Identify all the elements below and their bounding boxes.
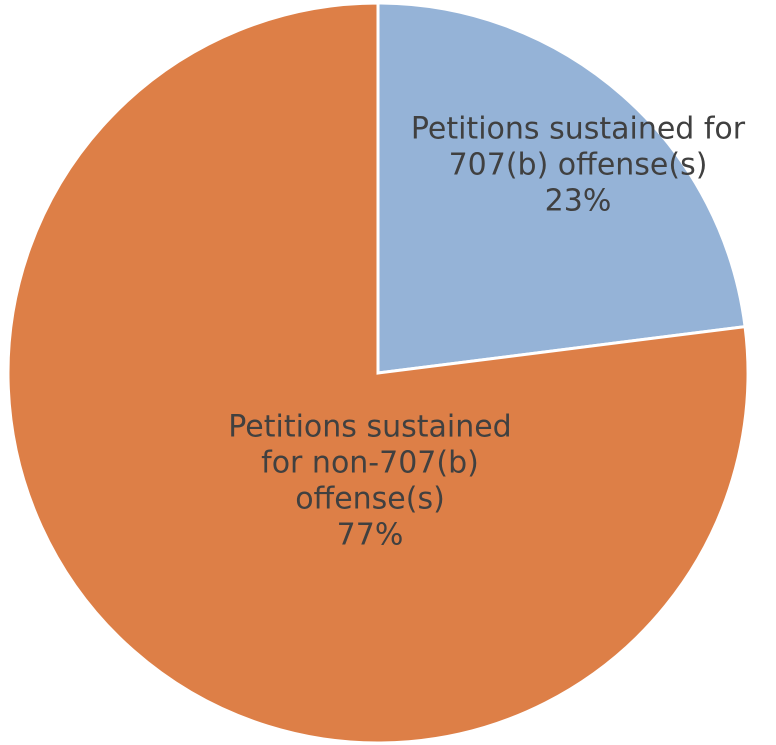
- percent-label: 77%: [337, 518, 404, 553]
- pie-slice-label-1: Petitions sustained for 707(b) offense(s)…: [411, 112, 746, 219]
- pie-slices: [6, 1, 750, 745]
- category-label-line: Petitions sustained: [228, 410, 511, 445]
- pie-labels: Petitions sustained for 707(b) offense(s)…: [228, 112, 746, 553]
- pie-slice-1: [376, 1, 747, 375]
- pie-slice-label-2: Petitions sustained for non-707(b) offense…: [228, 410, 511, 553]
- category-label-line: Petitions sustained for: [411, 112, 746, 147]
- pie-slice-2: [6, 1, 750, 745]
- percent-label: 23%: [545, 184, 612, 219]
- category-label-line: offense(s): [295, 482, 445, 517]
- category-label-line: for non-707(b): [261, 446, 479, 481]
- category-label-line: 707(b) offense(s): [449, 148, 708, 183]
